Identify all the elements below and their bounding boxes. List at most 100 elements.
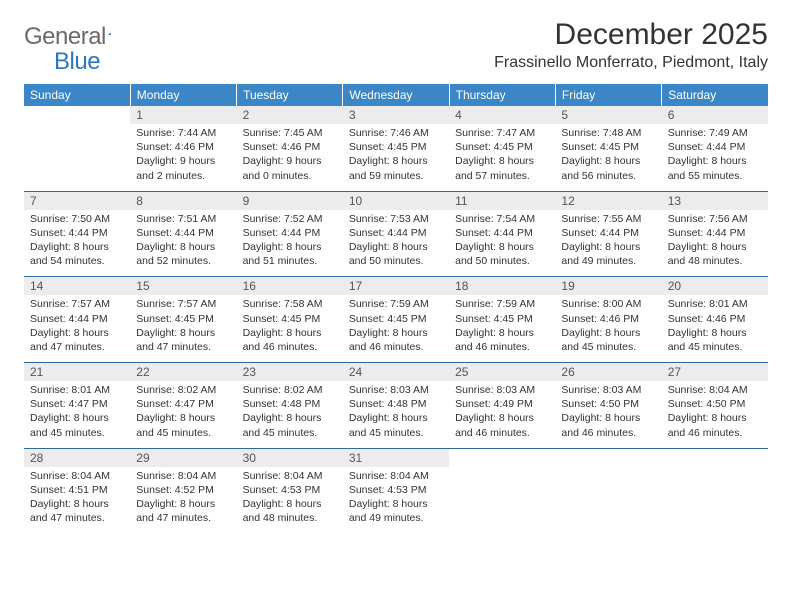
month-title: December 2025 bbox=[494, 18, 768, 52]
day-info-line: Sunrise: 7:48 AM bbox=[561, 126, 655, 140]
day-info-line: Sunrise: 7:59 AM bbox=[349, 297, 443, 311]
day-info-line: Sunset: 4:44 PM bbox=[30, 226, 124, 240]
day-info-line: Daylight: 8 hours bbox=[349, 411, 443, 425]
day-number-cell: 31 bbox=[343, 449, 449, 467]
day-info-line: and 57 minutes. bbox=[455, 169, 549, 183]
day-info-line: Sunrise: 7:45 AM bbox=[243, 126, 337, 140]
day-content-row: Sunrise: 7:44 AMSunset: 4:46 PMDaylight:… bbox=[24, 124, 768, 191]
day-info-line: Daylight: 8 hours bbox=[30, 497, 124, 511]
day-content-cell: Sunrise: 8:01 AMSunset: 4:47 PMDaylight:… bbox=[24, 381, 130, 448]
day-number-cell bbox=[24, 106, 130, 124]
day-info-line: and 48 minutes. bbox=[668, 254, 762, 268]
day-info-line: and 48 minutes. bbox=[243, 511, 337, 525]
day-number-cell bbox=[449, 449, 555, 467]
day-info-line: Sunrise: 7:53 AM bbox=[349, 212, 443, 226]
day-info-line: Daylight: 8 hours bbox=[30, 240, 124, 254]
day-number-cell: 3 bbox=[343, 106, 449, 124]
day-info-line: Daylight: 8 hours bbox=[561, 240, 655, 254]
day-content-row: Sunrise: 8:04 AMSunset: 4:51 PMDaylight:… bbox=[24, 467, 768, 534]
day-content-cell: Sunrise: 8:04 AMSunset: 4:53 PMDaylight:… bbox=[343, 467, 449, 534]
day-info-line: Sunrise: 8:01 AM bbox=[30, 383, 124, 397]
day-info-line: and 46 minutes. bbox=[455, 426, 549, 440]
day-info-line: Sunrise: 7:46 AM bbox=[349, 126, 443, 140]
day-content-cell bbox=[662, 467, 768, 534]
day-info-line: Sunset: 4:45 PM bbox=[349, 140, 443, 154]
day-info-line: Sunset: 4:53 PM bbox=[349, 483, 443, 497]
day-info-line: Daylight: 8 hours bbox=[136, 497, 230, 511]
day-info-line: Sunrise: 7:58 AM bbox=[243, 297, 337, 311]
day-info-line: Sunset: 4:48 PM bbox=[243, 397, 337, 411]
day-content-cell: Sunrise: 7:57 AMSunset: 4:44 PMDaylight:… bbox=[24, 295, 130, 362]
day-info-line: Sunset: 4:44 PM bbox=[243, 226, 337, 240]
day-info-line: and 49 minutes. bbox=[561, 254, 655, 268]
day-info-line: Sunrise: 8:04 AM bbox=[243, 469, 337, 483]
day-content-row: Sunrise: 7:50 AMSunset: 4:44 PMDaylight:… bbox=[24, 210, 768, 277]
day-info-line: Sunset: 4:46 PM bbox=[668, 312, 762, 326]
day-info-line: Sunset: 4:53 PM bbox=[243, 483, 337, 497]
day-info-line: Sunset: 4:47 PM bbox=[30, 397, 124, 411]
day-content-cell: Sunrise: 7:54 AMSunset: 4:44 PMDaylight:… bbox=[449, 210, 555, 277]
day-number-cell: 17 bbox=[343, 277, 449, 295]
day-info-line: Daylight: 8 hours bbox=[455, 326, 549, 340]
day-info-line: Sunset: 4:45 PM bbox=[455, 312, 549, 326]
day-info-line: Sunrise: 7:57 AM bbox=[30, 297, 124, 311]
day-info-line: Daylight: 8 hours bbox=[455, 154, 549, 168]
title-block: December 2025 Frassinello Monferrato, Pi… bbox=[494, 18, 768, 72]
day-number-cell: 4 bbox=[449, 106, 555, 124]
day-content-cell: Sunrise: 8:04 AMSunset: 4:50 PMDaylight:… bbox=[662, 381, 768, 448]
day-number-row: 28293031 bbox=[24, 449, 768, 467]
day-header: Monday bbox=[130, 84, 236, 106]
calendar-body: 123456Sunrise: 7:44 AMSunset: 4:46 PMDay… bbox=[24, 106, 768, 533]
day-info-line: and 51 minutes. bbox=[243, 254, 337, 268]
day-info-line: Daylight: 8 hours bbox=[136, 326, 230, 340]
day-number-cell: 2 bbox=[237, 106, 343, 124]
day-content-cell: Sunrise: 8:04 AMSunset: 4:51 PMDaylight:… bbox=[24, 467, 130, 534]
day-info-line: Sunset: 4:50 PM bbox=[561, 397, 655, 411]
day-number-cell: 12 bbox=[555, 192, 661, 210]
day-content-cell: Sunrise: 7:44 AMSunset: 4:46 PMDaylight:… bbox=[130, 124, 236, 191]
day-content-cell: Sunrise: 8:02 AMSunset: 4:48 PMDaylight:… bbox=[237, 381, 343, 448]
day-info-line: Sunset: 4:51 PM bbox=[30, 483, 124, 497]
day-number-cell: 5 bbox=[555, 106, 661, 124]
day-number-cell: 1 bbox=[130, 106, 236, 124]
day-info-line: and 54 minutes. bbox=[30, 254, 124, 268]
day-number-cell bbox=[555, 449, 661, 467]
day-info-line: Sunrise: 7:56 AM bbox=[668, 212, 762, 226]
day-info-line: and 46 minutes. bbox=[349, 340, 443, 354]
day-number-cell: 22 bbox=[130, 363, 236, 381]
day-header: Saturday bbox=[662, 84, 768, 106]
day-header: Tuesday bbox=[237, 84, 343, 106]
day-info-line: and 2 minutes. bbox=[136, 169, 230, 183]
day-content-cell: Sunrise: 7:52 AMSunset: 4:44 PMDaylight:… bbox=[237, 210, 343, 277]
day-content-cell: Sunrise: 7:55 AMSunset: 4:44 PMDaylight:… bbox=[555, 210, 661, 277]
day-info-line: Sunrise: 8:04 AM bbox=[30, 469, 124, 483]
day-info-line: Sunrise: 7:51 AM bbox=[136, 212, 230, 226]
day-info-line: Sunrise: 8:03 AM bbox=[349, 383, 443, 397]
day-content-cell: Sunrise: 8:03 AMSunset: 4:50 PMDaylight:… bbox=[555, 381, 661, 448]
day-info-line: and 47 minutes. bbox=[30, 511, 124, 525]
day-number-cell: 28 bbox=[24, 449, 130, 467]
day-info-line: and 47 minutes. bbox=[30, 340, 124, 354]
day-info-line: Daylight: 8 hours bbox=[561, 411, 655, 425]
day-info-line: Daylight: 8 hours bbox=[243, 497, 337, 511]
day-info-line: and 56 minutes. bbox=[561, 169, 655, 183]
logo-text-blue: Blue bbox=[54, 48, 100, 76]
day-info-line: and 50 minutes. bbox=[455, 254, 549, 268]
day-number-cell: 24 bbox=[343, 363, 449, 381]
day-info-line: Sunset: 4:44 PM bbox=[455, 226, 549, 240]
day-content-cell: Sunrise: 7:46 AMSunset: 4:45 PMDaylight:… bbox=[343, 124, 449, 191]
day-info-line: Daylight: 8 hours bbox=[561, 326, 655, 340]
day-number-row: 21222324252627 bbox=[24, 363, 768, 381]
day-info-line: Daylight: 8 hours bbox=[668, 240, 762, 254]
day-info-line: Sunrise: 8:01 AM bbox=[668, 297, 762, 311]
day-info-line: Sunset: 4:45 PM bbox=[349, 312, 443, 326]
day-number-cell: 13 bbox=[662, 192, 768, 210]
day-info-line: Sunset: 4:45 PM bbox=[455, 140, 549, 154]
day-info-line: Daylight: 8 hours bbox=[349, 326, 443, 340]
day-header: Thursday bbox=[449, 84, 555, 106]
day-info-line: Sunrise: 8:00 AM bbox=[561, 297, 655, 311]
day-info-line: Daylight: 8 hours bbox=[30, 326, 124, 340]
day-info-line: and 52 minutes. bbox=[136, 254, 230, 268]
day-content-cell: Sunrise: 8:03 AMSunset: 4:48 PMDaylight:… bbox=[343, 381, 449, 448]
day-info-line: Sunrise: 8:04 AM bbox=[349, 469, 443, 483]
